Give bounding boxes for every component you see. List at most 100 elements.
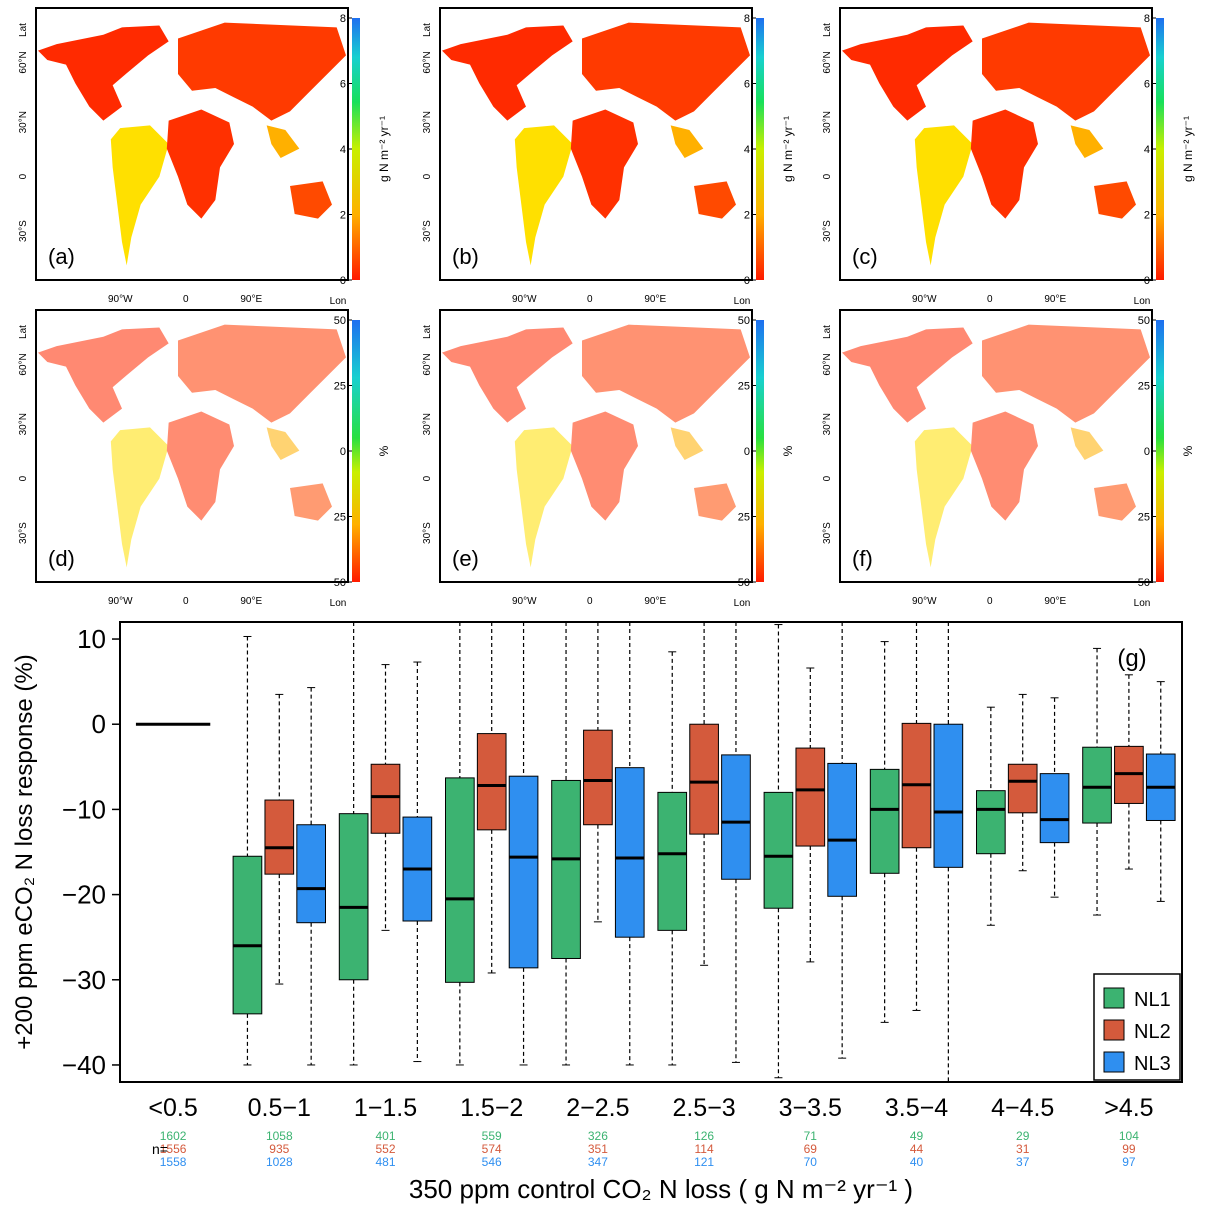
- lat-tick-label: 30°N: [822, 111, 833, 133]
- lon-axis-label: Lon: [734, 296, 751, 307]
- lon-axis-label: Lon: [330, 296, 347, 307]
- colorbar-tick-label: 8: [744, 13, 750, 25]
- map-panel: (b) Lat 60°N 30°N 0 30°S 90°W 0 90°E Lon 0 2 4 6 8 g N …: [422, 7, 795, 307]
- colorbar-tick-label: 0: [1144, 446, 1150, 458]
- n-count-NL3: 481: [375, 1155, 395, 1169]
- box-NL2: [1007, 693, 1038, 872]
- x-tick-label: 0.5−1: [248, 1094, 311, 1122]
- colorbar-tick-label: 25: [334, 381, 346, 393]
- lat-tick-label: 30°N: [422, 413, 433, 435]
- x-tick-label: >4.5: [1104, 1094, 1153, 1122]
- box-NL3: [402, 661, 433, 1063]
- colorbar-tick-label: 4: [744, 144, 750, 156]
- box-body: [721, 754, 751, 880]
- n-count-NL1: 1602: [160, 1129, 187, 1143]
- colorbar-tick-label: 50: [738, 315, 750, 327]
- n-count-NL1: 559: [482, 1129, 502, 1143]
- colorbar-tick-label: 2: [1144, 210, 1150, 222]
- panel-label: (a): [48, 244, 75, 269]
- box-body: [933, 723, 964, 868]
- n-count-NL1: 71: [804, 1129, 818, 1143]
- colorbar-tick-label: 50: [738, 577, 750, 589]
- lat-axis-label: Lat: [422, 325, 433, 339]
- n-count-NL3: 1028: [266, 1155, 293, 1169]
- colorbar-tick-label: 50: [334, 315, 346, 327]
- panel-label: (b): [452, 244, 479, 269]
- map-panel: (a) Lat 60°N 30°N 0 30°S 90°W 0 90°E Lon 0 2 4 6 8 g N …: [18, 7, 391, 307]
- n-count-NL3: 37: [1016, 1155, 1030, 1169]
- n-count-NL2: 351: [588, 1142, 608, 1156]
- lat-tick-label: 30°S: [822, 220, 833, 242]
- n-count-NL3: 347: [588, 1155, 608, 1169]
- n-count-NL2: 31: [1016, 1142, 1030, 1156]
- legend-swatch: [1103, 1051, 1125, 1073]
- lat-axis-label: Lat: [822, 23, 833, 37]
- box-NL1: [445, 622, 475, 1066]
- n-count-NL1: 49: [910, 1129, 924, 1143]
- box-NL3: [827, 622, 857, 1059]
- lat-axis-label: Lat: [18, 325, 29, 339]
- lon-tick-label: 90°E: [240, 294, 262, 305]
- box-body: [476, 733, 507, 831]
- x-tick-label: <0.5: [148, 1094, 197, 1122]
- lat-tick-label: 0: [422, 173, 433, 179]
- legend-label: NL3: [1134, 1053, 1171, 1075]
- box-NL2: [476, 622, 507, 974]
- box-body: [1007, 763, 1038, 814]
- box-NL2: [689, 622, 719, 966]
- box-NL3: [296, 687, 326, 1066]
- box-NL2: [901, 622, 932, 1011]
- lat-axis-label: Lat: [422, 23, 433, 37]
- colorbar-label: g N m⁻² yr⁻¹: [781, 116, 795, 182]
- lon-tick-label: 0: [987, 294, 993, 305]
- colorbar-tick-label: 8: [1144, 13, 1150, 25]
- box-NL1: [338, 622, 369, 1066]
- lon-tick-label: 90°W: [912, 596, 937, 607]
- lat-tick-label: 30°N: [822, 413, 833, 435]
- map-panel: (c) Lat 60°N 30°N 0 30°S 90°W 0 90°E Lon 0 2 4 6 8 g N …: [822, 7, 1195, 307]
- n-count-NL2: 935: [269, 1142, 289, 1156]
- colorbar-tick-label: 8: [340, 13, 346, 25]
- lon-tick-label: 0: [987, 596, 993, 607]
- n-count-NL2: 69: [804, 1142, 818, 1156]
- box-NL2: [370, 664, 401, 931]
- lon-tick-label: 90°W: [108, 294, 133, 305]
- legend-label: NL2: [1134, 1021, 1171, 1043]
- map-panel: (f) Lat 60°N 30°N 0 30°S 90°W 0 90°E Lon 50 25 0 25 50…: [822, 309, 1195, 609]
- colorbar: [756, 18, 764, 280]
- x-tick-label: 1−1.5: [354, 1094, 417, 1122]
- lat-tick-label: 30°S: [822, 522, 833, 544]
- colorbar-tick-label: 50: [1138, 315, 1150, 327]
- y-tick-label: 10: [77, 624, 106, 654]
- lat-tick-label: 60°N: [422, 51, 433, 73]
- lat-tick-label: 30°S: [422, 220, 433, 242]
- x-tick-label: 1.5−2: [460, 1094, 523, 1122]
- n-count-NL3: 70: [804, 1155, 818, 1169]
- box-NL2: [795, 667, 826, 963]
- colorbar: [1156, 18, 1164, 280]
- y-tick-label: −20: [62, 880, 106, 910]
- lat-tick-label: 30°S: [18, 522, 29, 544]
- box-body: [1082, 746, 1112, 824]
- n-count-NL2: 1556: [160, 1142, 187, 1156]
- lat-tick-label: 60°N: [18, 353, 29, 375]
- lat-tick-label: 60°N: [822, 51, 833, 73]
- panel-label: (d): [48, 546, 75, 571]
- colorbar-tick-label: 0: [744, 446, 750, 458]
- x-tick-label: 3−3.5: [779, 1094, 842, 1122]
- colorbar-tick-label: 6: [1144, 79, 1150, 91]
- lon-tick-label: 90°W: [512, 596, 537, 607]
- n-count-NL1: 1058: [266, 1129, 293, 1143]
- box-NL3: [614, 622, 645, 1066]
- n-count-NL1: 29: [1016, 1129, 1030, 1143]
- box-NL1: [657, 651, 688, 1066]
- y-tick-label: 0: [92, 709, 106, 739]
- box-NL1: [763, 624, 794, 1079]
- colorbar: [352, 320, 360, 582]
- y-tick-label: −30: [62, 965, 106, 995]
- colorbar-tick-label: 0: [1144, 275, 1150, 287]
- x-tick-label: 2.5−3: [672, 1094, 735, 1122]
- n-count-NL3: 40: [910, 1155, 924, 1169]
- panel-label: (c): [852, 244, 878, 269]
- box-chart: 10 0 −10 −20 −30 −40 +200 ppm eCO₂ N loss resp…: [11, 621, 1183, 1204]
